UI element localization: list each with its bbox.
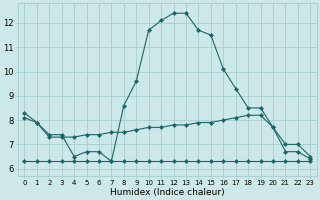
- X-axis label: Humidex (Indice chaleur): Humidex (Indice chaleur): [110, 188, 225, 197]
